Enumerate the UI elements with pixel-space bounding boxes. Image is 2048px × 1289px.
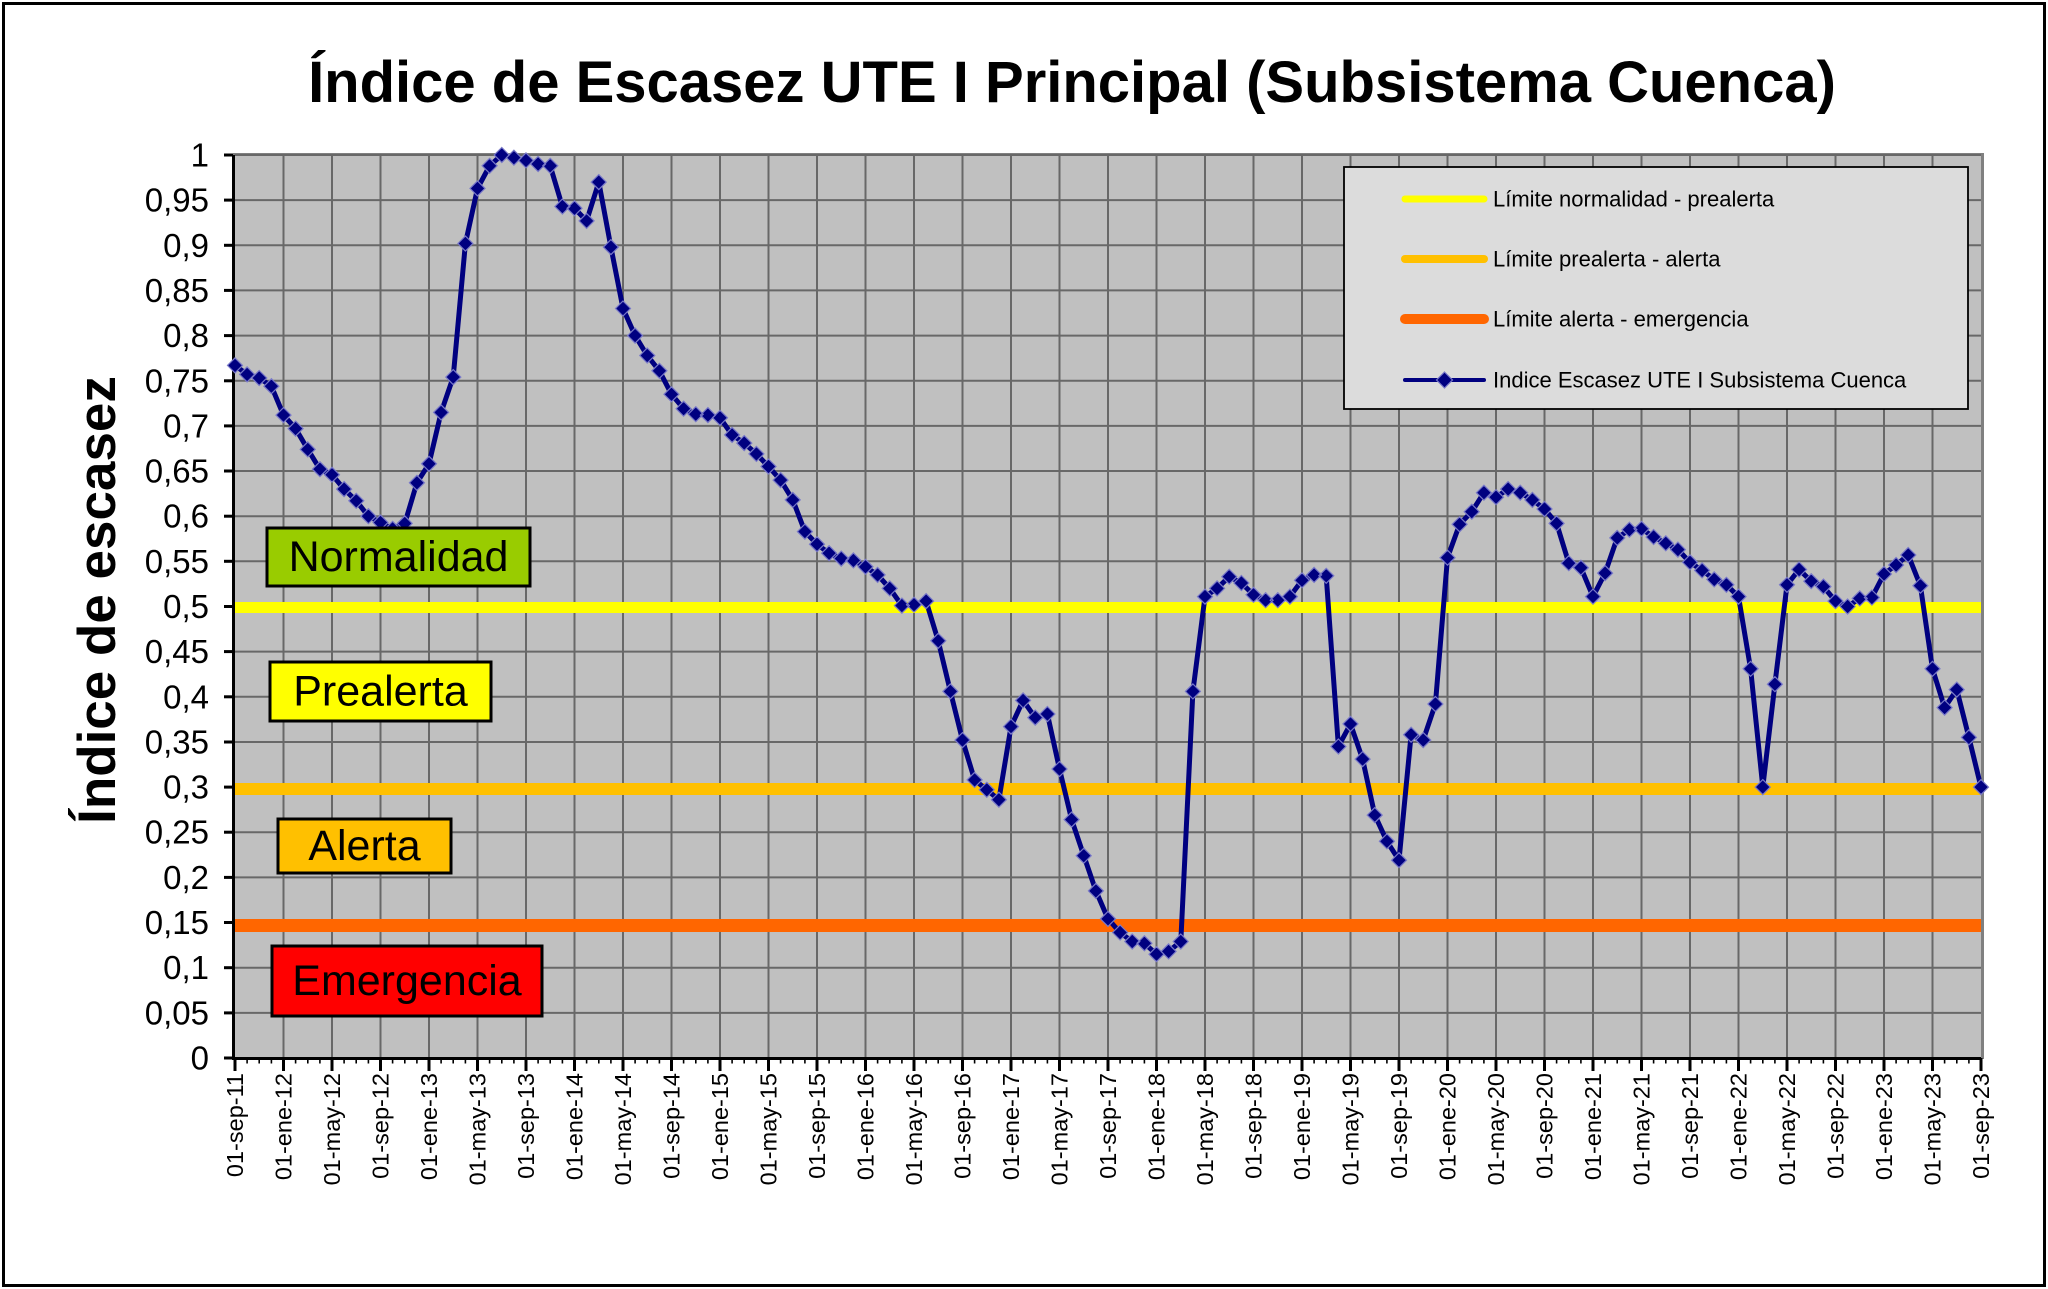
svg-text:Índice de Escasez UTE I Princi: Índice de Escasez UTE I Principal (Subsi… <box>308 50 1836 115</box>
svg-text:01-ene-23: 01-ene-23 <box>1871 1073 1897 1180</box>
svg-text:Emergencia: Emergencia <box>292 957 522 1005</box>
svg-text:0,3: 0,3 <box>163 769 209 806</box>
svg-text:01-sep-19: 01-sep-19 <box>1386 1073 1412 1179</box>
svg-text:01-may-15: 01-may-15 <box>756 1073 782 1185</box>
svg-text:0,2: 0,2 <box>163 859 209 896</box>
svg-text:01-sep-21: 01-sep-21 <box>1677 1073 1703 1179</box>
svg-text:01-may-13: 01-may-13 <box>465 1073 491 1185</box>
svg-text:01-ene-17: 01-ene-17 <box>998 1073 1024 1180</box>
svg-text:0,45: 0,45 <box>145 633 209 670</box>
svg-text:Índice de escasez: Índice de escasez <box>67 376 127 824</box>
svg-text:01-ene-21: 01-ene-21 <box>1580 1073 1606 1180</box>
svg-text:01-sep-23: 01-sep-23 <box>1968 1073 1994 1179</box>
svg-text:Límite normalidad - prealerta: Límite normalidad - prealerta <box>1493 187 1775 212</box>
svg-text:01-ene-16: 01-ene-16 <box>853 1073 879 1180</box>
svg-text:01-ene-14: 01-ene-14 <box>562 1073 588 1180</box>
svg-text:01-may-21: 01-may-21 <box>1629 1073 1655 1185</box>
svg-text:Prealerta: Prealerta <box>293 668 468 716</box>
svg-text:0,6: 0,6 <box>163 498 209 535</box>
svg-text:1: 1 <box>191 137 209 174</box>
svg-text:0,15: 0,15 <box>145 904 209 941</box>
svg-text:0,8: 0,8 <box>163 317 209 354</box>
svg-text:0,7: 0,7 <box>163 407 209 444</box>
svg-text:01-sep-14: 01-sep-14 <box>659 1073 685 1179</box>
svg-text:0,05: 0,05 <box>145 994 209 1031</box>
svg-text:01-ene-22: 01-ene-22 <box>1726 1073 1752 1180</box>
svg-text:01-sep-18: 01-sep-18 <box>1241 1073 1267 1179</box>
svg-text:01-may-14: 01-may-14 <box>610 1073 636 1185</box>
svg-text:01-ene-19: 01-ene-19 <box>1289 1073 1315 1180</box>
svg-text:01-sep-15: 01-sep-15 <box>804 1073 830 1179</box>
svg-text:Límite prealerta - alerta: Límite prealerta - alerta <box>1493 247 1721 272</box>
svg-text:01-sep-20: 01-sep-20 <box>1532 1073 1558 1179</box>
svg-text:0,5: 0,5 <box>163 588 209 625</box>
svg-text:0,9: 0,9 <box>163 227 209 264</box>
svg-text:01-ene-20: 01-ene-20 <box>1435 1073 1461 1180</box>
svg-text:01-may-18: 01-may-18 <box>1192 1073 1218 1185</box>
svg-text:Límite alerta - emergencia: Límite alerta - emergencia <box>1493 307 1749 332</box>
svg-text:01-may-22: 01-may-22 <box>1774 1073 1800 1185</box>
svg-text:01-may-17: 01-may-17 <box>1047 1073 1073 1185</box>
svg-text:0,65: 0,65 <box>145 453 209 490</box>
svg-text:01-sep-22: 01-sep-22 <box>1823 1073 1849 1179</box>
svg-text:01-sep-17: 01-sep-17 <box>1095 1073 1121 1179</box>
svg-text:0,75: 0,75 <box>145 362 209 399</box>
svg-text:01-may-12: 01-may-12 <box>319 1073 345 1185</box>
svg-text:01-ene-18: 01-ene-18 <box>1144 1073 1170 1180</box>
svg-text:0,1: 0,1 <box>163 949 209 986</box>
svg-text:0,4: 0,4 <box>163 678 209 715</box>
svg-text:0,95: 0,95 <box>145 182 209 219</box>
svg-text:0,25: 0,25 <box>145 814 209 851</box>
svg-text:01-ene-12: 01-ene-12 <box>271 1073 297 1180</box>
svg-text:Indice Escasez UTE I Subsistem: Indice Escasez UTE I Subsistema Cuenca <box>1493 368 1907 393</box>
svg-text:Alerta: Alerta <box>308 822 420 870</box>
svg-text:01-may-19: 01-may-19 <box>1338 1073 1364 1185</box>
svg-text:01-may-23: 01-may-23 <box>1920 1073 1946 1185</box>
svg-text:01-sep-16: 01-sep-16 <box>950 1073 976 1179</box>
svg-text:01-may-20: 01-may-20 <box>1483 1073 1509 1185</box>
svg-text:0,55: 0,55 <box>145 543 209 580</box>
svg-text:01-ene-13: 01-ene-13 <box>416 1073 442 1180</box>
svg-text:0,85: 0,85 <box>145 272 209 309</box>
svg-text:01-may-16: 01-may-16 <box>901 1073 927 1185</box>
svg-text:01-ene-15: 01-ene-15 <box>707 1073 733 1180</box>
svg-text:01-sep-11: 01-sep-11 <box>222 1073 248 1177</box>
svg-text:01-sep-12: 01-sep-12 <box>368 1073 394 1179</box>
svg-text:01-sep-13: 01-sep-13 <box>513 1073 539 1179</box>
svg-text:Normalidad: Normalidad <box>289 533 509 581</box>
svg-text:0: 0 <box>191 1040 209 1077</box>
svg-text:0,35: 0,35 <box>145 724 209 761</box>
